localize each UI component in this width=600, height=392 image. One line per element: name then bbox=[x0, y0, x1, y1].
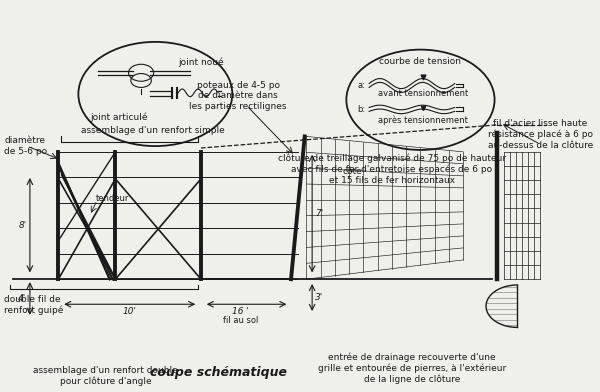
Text: b:: b: bbox=[358, 105, 366, 114]
Text: joint articulé: joint articulé bbox=[90, 113, 147, 122]
Text: coupe schématique: coupe schématique bbox=[149, 367, 287, 379]
Text: double fil de
renfort guipé: double fil de renfort guipé bbox=[4, 295, 64, 315]
Text: avant tensionnement: avant tensionnement bbox=[378, 89, 469, 98]
Text: 7': 7' bbox=[315, 209, 323, 218]
Text: fil d'acier lisse haute
résistance placé à 6 po
au-dessus de la clôture: fil d'acier lisse haute résistance placé… bbox=[488, 119, 593, 150]
Text: 4': 4' bbox=[18, 294, 26, 303]
Text: entrée de drainage recouverte d'une
grille et entourée de pierres, à l'extérieur: entrée de drainage recouverte d'une gril… bbox=[318, 352, 506, 384]
Text: a:: a: bbox=[358, 81, 365, 90]
Text: côte: côte bbox=[342, 167, 362, 176]
Text: 10': 10' bbox=[122, 307, 137, 316]
Text: joint noué: joint noué bbox=[178, 58, 224, 67]
Text: 3': 3' bbox=[315, 293, 323, 302]
Text: poteaux de 4-5 po
de diamètre dans
les parties rectilignes: poteaux de 4-5 po de diamètre dans les p… bbox=[189, 81, 287, 111]
Text: tendeur: tendeur bbox=[95, 194, 129, 203]
Text: 16 ': 16 ' bbox=[232, 307, 249, 316]
Text: assemblage d'un renfort simple: assemblage d'un renfort simple bbox=[81, 126, 225, 135]
Text: diamètre
de 5-6 po: diamètre de 5-6 po bbox=[4, 136, 47, 156]
Text: après tensionnement: après tensionnement bbox=[379, 115, 468, 125]
Text: clôture de treillage galvanisé de 75 po de hauteur
avec fils de fer d'entretoise: clôture de treillage galvanisé de 75 po … bbox=[278, 154, 506, 185]
Text: courbe de tension: courbe de tension bbox=[379, 58, 461, 67]
Text: assemblage d'un renfort double
pour clôture d'angle: assemblage d'un renfort double pour clôt… bbox=[33, 366, 178, 386]
Text: 8': 8' bbox=[18, 221, 26, 230]
Text: fil au sol: fil au sol bbox=[223, 316, 259, 325]
